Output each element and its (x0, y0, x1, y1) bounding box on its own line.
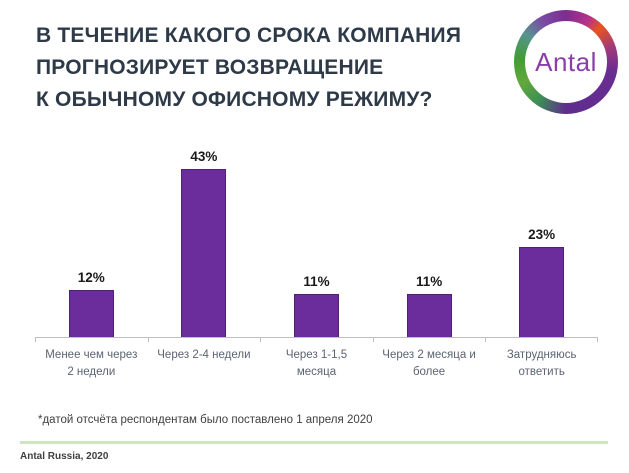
bar (519, 247, 565, 337)
page-title: В ТЕЧЕНИЕ КАКОГО СРОКА КОМПАНИЯ ПРОГНОЗИ… (36, 24, 462, 111)
footer-credit: Antal Russia, 2020 (20, 451, 109, 462)
bar-column: 43% (148, 149, 261, 337)
x-axis (35, 337, 598, 343)
bar (293, 294, 339, 337)
bar-value-label: 12% (77, 270, 105, 285)
bar-column: 11% (373, 274, 486, 337)
bar (406, 294, 452, 337)
antal-logo: Antal (514, 10, 618, 114)
category-label: Через 1-1,5 месяца (285, 349, 348, 378)
category-label: Менее чем через 2 недели (45, 349, 138, 378)
bar-value-label: 11% (303, 274, 330, 289)
bar-value-label: 11% (415, 274, 443, 289)
bar-value-label: 23% (528, 227, 556, 242)
axis-tick (260, 338, 262, 342)
category-label: Через 2 месяца и более (382, 349, 476, 378)
bar (181, 169, 227, 337)
logo-text: Antal (535, 46, 597, 77)
axis-tick (35, 338, 36, 342)
axis-tick (147, 338, 149, 342)
logo-inner-circle (525, 21, 607, 103)
separator-line (20, 441, 608, 444)
bar-column: 23% (485, 227, 598, 337)
category-label: Затрудняюсь ответить (506, 349, 577, 378)
axis-tick (597, 338, 598, 342)
bar-column: 12% (35, 270, 148, 337)
axis-tick (485, 338, 487, 342)
bar-column: 11% (260, 274, 373, 337)
bar-chart: 12% 43% 11% 11% 23% (35, 145, 598, 337)
bar (68, 290, 114, 337)
bar-value-label: 43% (190, 149, 218, 164)
axis-tick (372, 338, 374, 342)
footnote: *датой отсчёта респондентам было поставл… (38, 414, 373, 426)
category-label: Через 2-4 недели (157, 349, 251, 361)
category-axis-labels: Менее чем через 2 недели Через 2-4 недели… (35, 347, 598, 380)
